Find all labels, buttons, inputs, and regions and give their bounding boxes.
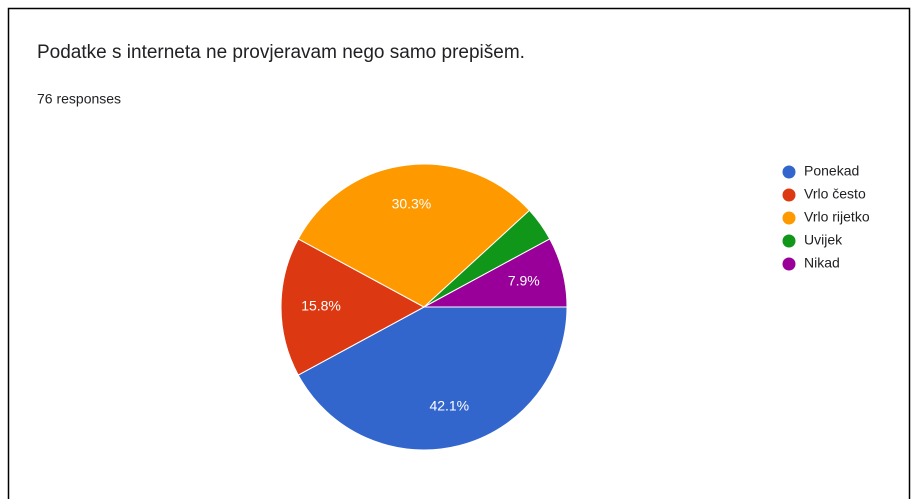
chart-subtitle: 76 responses — [37, 91, 121, 107]
legend-swatch — [782, 257, 796, 271]
pie-slice — [423, 238, 568, 308]
legend-swatch — [782, 188, 796, 202]
pie: 42.1% 15.8% 30.3% 7.9% — [280, 163, 568, 451]
legend-label: Vrlo rijetko — [804, 209, 870, 225]
slice-label: 7.9% — [508, 272, 540, 288]
legend-label: Nikad — [804, 255, 840, 271]
legend-label: Vrlo često — [804, 186, 866, 202]
legend-swatch — [782, 234, 796, 248]
slice-label: 42.1% — [429, 398, 469, 414]
legend-label: Ponekad — [804, 163, 859, 179]
chart-title: Podatke s interneta ne provjeravam nego … — [37, 42, 525, 63]
pie-slice — [297, 163, 531, 308]
pie-slice — [297, 306, 568, 451]
slice-label: 30.3% — [392, 196, 432, 212]
pie-slice — [280, 238, 426, 376]
legend-swatch — [782, 165, 796, 179]
legend-label: Uvijek — [804, 232, 843, 248]
legend-swatch — [782, 211, 796, 225]
legend: Ponekad Vrlo često Vrlo rijetko Uvijek Nikad — [782, 163, 870, 271]
slice-label: 15.8% — [301, 298, 341, 314]
